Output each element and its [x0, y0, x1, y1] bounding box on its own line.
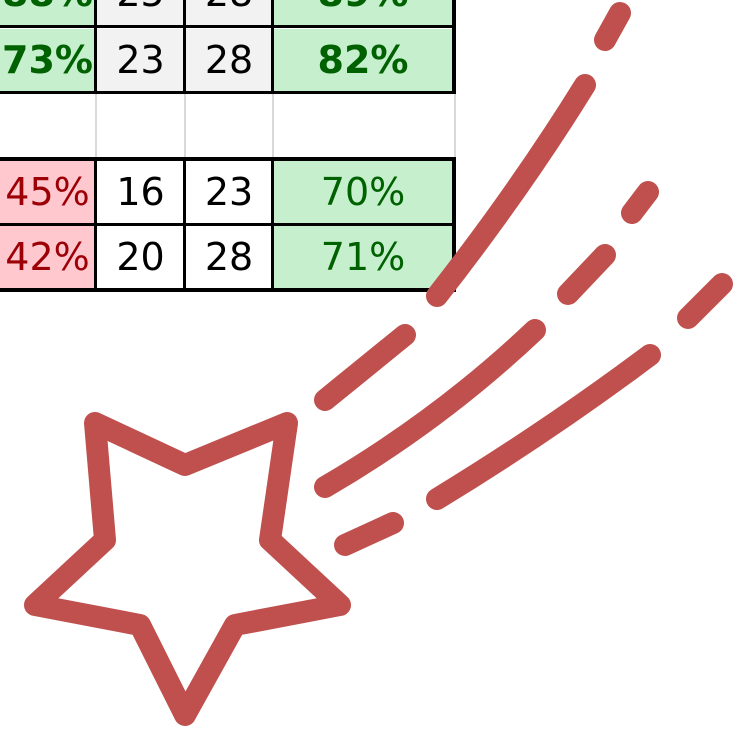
cell[interactable]: 71% — [274, 226, 452, 288]
border — [0, 223, 456, 226]
cell[interactable]: 16 — [97, 161, 184, 223]
grid-line — [272, 93, 274, 159]
cell[interactable]: 70% — [274, 161, 452, 223]
cell[interactable]: 23 — [97, 29, 184, 91]
trail — [314, 2, 631, 411]
cell[interactable]: 23 — [186, 161, 272, 223]
border — [452, 0, 456, 94]
grid-line — [184, 93, 186, 159]
cell[interactable]: 88% — [0, 0, 95, 26]
border — [183, 157, 186, 291]
border — [0, 25, 456, 28]
border — [0, 157, 456, 161]
cell[interactable]: 89% — [274, 0, 452, 26]
cell[interactable]: 25 — [97, 0, 184, 26]
border — [94, 157, 97, 291]
border — [271, 0, 274, 93]
cell[interactable]: 28 — [186, 29, 272, 91]
border — [0, 91, 456, 94]
grid-line — [95, 93, 97, 159]
border — [94, 0, 97, 93]
cell[interactable]: 28 — [186, 226, 272, 288]
cell[interactable]: 28 — [186, 0, 272, 26]
grid-line — [454, 93, 456, 159]
cell[interactable]: 42% — [0, 226, 95, 288]
border — [271, 157, 274, 291]
trail — [314, 181, 659, 498]
cell[interactable]: 73% — [0, 29, 95, 91]
cell[interactable]: 20 — [97, 226, 184, 288]
trail — [334, 273, 733, 556]
cell[interactable]: 45% — [0, 161, 95, 223]
star — [24, 412, 351, 726]
border — [0, 288, 456, 292]
border — [183, 0, 186, 93]
cell[interactable]: 82% — [274, 29, 452, 91]
border — [452, 157, 456, 292]
